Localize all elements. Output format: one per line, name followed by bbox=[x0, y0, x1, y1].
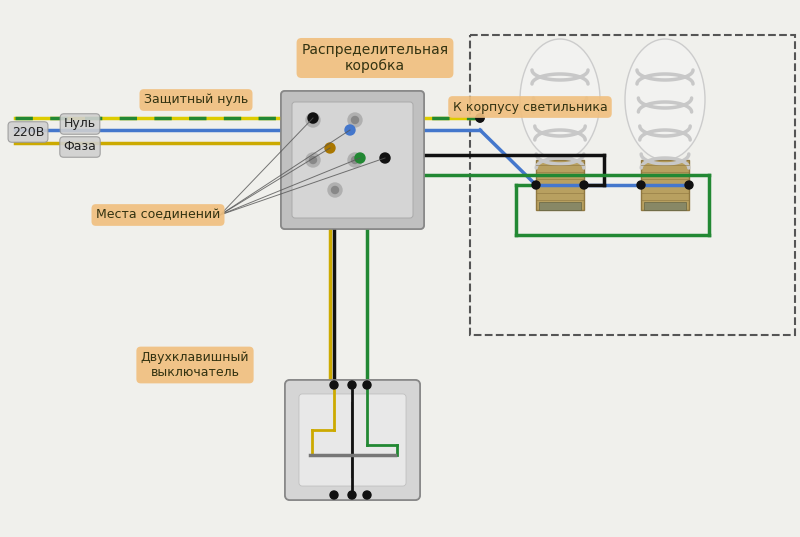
Circle shape bbox=[351, 156, 358, 163]
Circle shape bbox=[476, 114, 484, 122]
Circle shape bbox=[349, 119, 361, 131]
Circle shape bbox=[309, 114, 317, 122]
Circle shape bbox=[380, 153, 390, 163]
Circle shape bbox=[312, 122, 318, 128]
Circle shape bbox=[329, 189, 341, 201]
Circle shape bbox=[309, 119, 321, 131]
Circle shape bbox=[349, 159, 361, 171]
FancyBboxPatch shape bbox=[292, 102, 413, 218]
Circle shape bbox=[346, 126, 354, 134]
Circle shape bbox=[363, 491, 371, 499]
Circle shape bbox=[637, 181, 645, 189]
Circle shape bbox=[348, 491, 356, 499]
Text: Распределительная
коробка: Распределительная коробка bbox=[302, 43, 449, 73]
Circle shape bbox=[306, 113, 320, 127]
Circle shape bbox=[310, 117, 317, 124]
Circle shape bbox=[348, 113, 362, 127]
Circle shape bbox=[363, 381, 371, 389]
Text: К корпусу светильника: К корпусу светильника bbox=[453, 100, 607, 113]
Text: Защитный нуль: Защитный нуль bbox=[144, 93, 248, 106]
Bar bbox=[644, 202, 686, 210]
FancyBboxPatch shape bbox=[299, 394, 406, 486]
Bar bbox=[536, 160, 584, 210]
FancyBboxPatch shape bbox=[292, 102, 413, 218]
Circle shape bbox=[312, 162, 318, 168]
Bar bbox=[641, 160, 689, 210]
Circle shape bbox=[352, 122, 358, 128]
Circle shape bbox=[476, 114, 484, 122]
Circle shape bbox=[345, 125, 355, 135]
Circle shape bbox=[328, 183, 342, 197]
Text: Двухклавишный
выключатель: Двухклавишный выключатель bbox=[141, 351, 250, 379]
Circle shape bbox=[355, 153, 365, 163]
FancyBboxPatch shape bbox=[281, 91, 424, 229]
Circle shape bbox=[332, 192, 338, 198]
Text: Места соединений: Места соединений bbox=[96, 208, 220, 221]
Circle shape bbox=[348, 153, 362, 167]
Ellipse shape bbox=[520, 39, 600, 160]
FancyBboxPatch shape bbox=[285, 380, 420, 500]
Circle shape bbox=[330, 491, 338, 499]
Text: Нуль: Нуль bbox=[64, 118, 96, 130]
Text: 220В: 220В bbox=[12, 126, 44, 139]
Circle shape bbox=[331, 186, 338, 193]
Circle shape bbox=[685, 181, 693, 189]
Circle shape bbox=[309, 159, 321, 171]
Circle shape bbox=[351, 117, 358, 124]
Bar bbox=[470, 35, 795, 335]
FancyBboxPatch shape bbox=[297, 392, 408, 488]
FancyBboxPatch shape bbox=[285, 380, 420, 500]
FancyBboxPatch shape bbox=[281, 91, 424, 229]
Ellipse shape bbox=[625, 39, 705, 160]
Text: Фаза: Фаза bbox=[63, 141, 97, 154]
Circle shape bbox=[348, 381, 356, 389]
Circle shape bbox=[352, 162, 358, 168]
Circle shape bbox=[306, 153, 320, 167]
Circle shape bbox=[330, 381, 338, 389]
Circle shape bbox=[325, 143, 335, 153]
Circle shape bbox=[308, 113, 318, 123]
Circle shape bbox=[580, 181, 588, 189]
Circle shape bbox=[310, 156, 317, 163]
Bar bbox=[539, 202, 581, 210]
Circle shape bbox=[532, 181, 540, 189]
